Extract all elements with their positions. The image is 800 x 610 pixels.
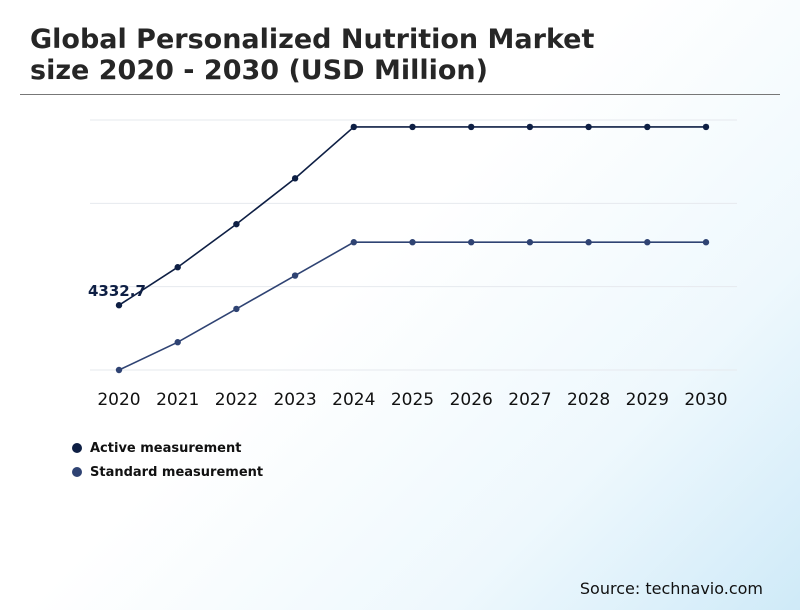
x-tick-label: 2022 [215,390,258,410]
data-point [174,339,181,346]
legend-item-standard: Standard measurement [72,460,263,484]
x-tick-label: 2023 [273,390,316,410]
chart-legend: Active measurement Standard measurement [72,436,263,484]
data-point [115,366,123,374]
data-point [115,302,123,309]
data-point [526,239,534,246]
x-tick-label: 2027 [508,390,551,410]
series-line-standard [118,241,706,371]
x-tick-label: 2024 [332,390,375,410]
data-point [585,239,592,246]
data-point [350,123,357,131]
legend-marker-active [72,443,82,453]
data-point [350,239,357,246]
data-point [233,305,240,313]
legend-label-standard: Standard measurement [90,464,264,480]
x-tick-label: 2025 [391,390,434,410]
data-point [644,123,651,131]
x-tick-label: 2021 [156,390,199,410]
data-point [291,175,299,182]
data-point [291,272,299,279]
x-tick-label: 2029 [626,390,669,410]
data-point [409,123,416,131]
data-point [468,239,475,246]
data-point [233,220,240,228]
data-point [174,264,181,271]
x-tick-label: 2026 [450,390,493,410]
x-tick-label: 2020 [97,390,140,410]
data-point [644,239,651,246]
data-point [702,239,710,246]
title-divider [20,94,780,95]
data-point [468,123,475,131]
legend-label-active: Active measurement [90,440,242,456]
legend-item-active: Active measurement [72,436,263,460]
data-point [702,123,710,131]
data-label: 4332.7 [88,282,146,300]
legend-marker-standard [72,467,82,477]
data-point [409,239,416,246]
x-tick-label: 2028 [567,390,610,410]
x-tick-label: 2030 [684,390,727,410]
source-credit: Source: technavio.com [579,579,763,598]
chart-title: Global Personalized Nutrition Market siz… [30,24,595,86]
data-point [585,123,592,131]
series-line-active [118,126,706,306]
data-point [526,123,534,131]
